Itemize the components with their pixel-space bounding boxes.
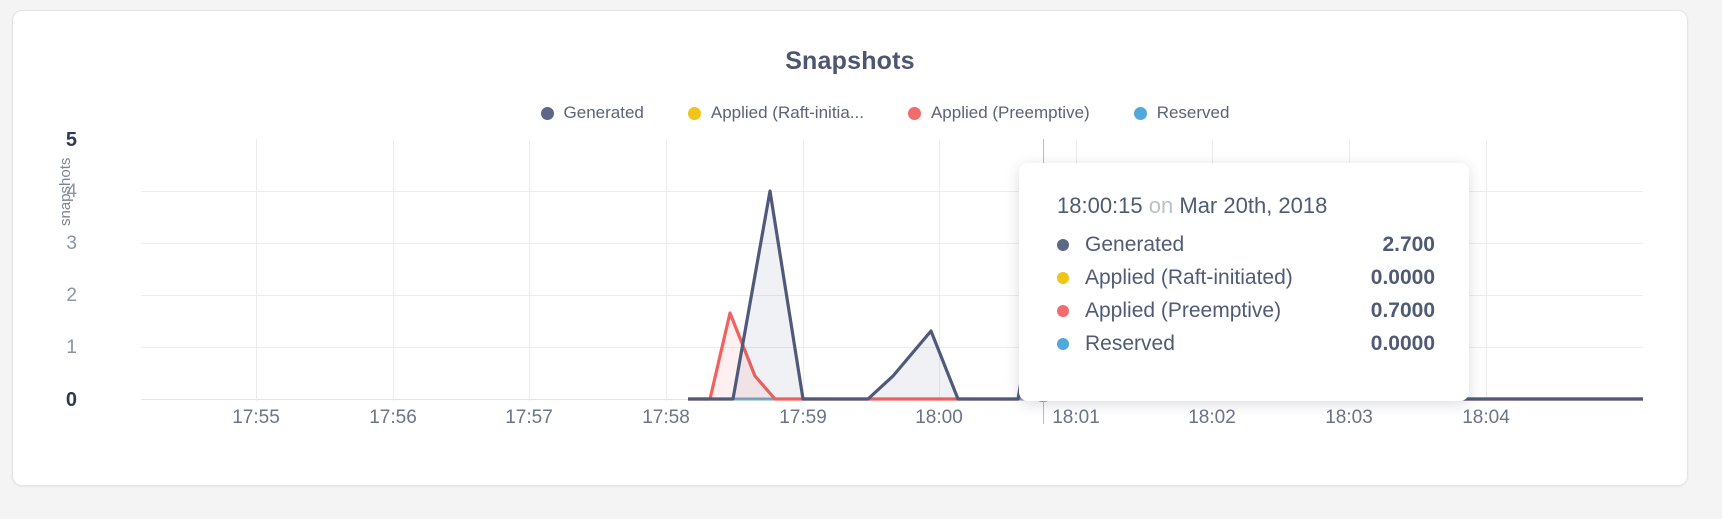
page-title: Snapshots (785, 47, 915, 75)
y-tick-2: 2 (66, 285, 77, 306)
gridline-horizontal (141, 191, 1643, 192)
legend-item-generated[interactable]: Generated (540, 103, 644, 123)
x-tick-1759: 17:59 (779, 407, 827, 428)
x-tick-1756: 17:56 (369, 407, 417, 428)
y-tick-0: 0 (65, 389, 77, 411)
tooltip-on-word: on (1148, 193, 1174, 218)
legend-item-reserved[interactable]: Reserved (1133, 103, 1230, 123)
tooltip-date: Mar 20th, 2018 (1179, 193, 1328, 218)
tooltip-row-label: Reserved (1085, 332, 1175, 355)
tooltip-row-value: 0.0000 (1370, 332, 1435, 355)
legend-label: Applied (Preemptive) (930, 103, 1090, 122)
legend-item-applied-preemptive[interactable]: Applied (Preemptive) (907, 103, 1090, 123)
legend-dot-icon (907, 106, 921, 120)
x-tick-1758: 17:58 (642, 407, 690, 428)
gridline-vertical (666, 139, 667, 401)
chart-tooltip: 18:00:15 on Mar 20th, 2018 Generated 2.7… (1019, 163, 1469, 401)
gridline-vertical (939, 139, 940, 401)
tooltip-row-value: 2.700 (1382, 233, 1435, 256)
y-tick-1: 1 (66, 337, 77, 358)
gridline-horizontal (141, 243, 1643, 244)
gridline-vertical (529, 139, 530, 401)
x-tick-1800: 18:00 (915, 407, 963, 428)
y-tick-3: 3 (66, 233, 77, 254)
gridline-horizontal (141, 295, 1643, 296)
x-tick-1802: 18:02 (1188, 407, 1236, 428)
legend-dot-icon (1057, 239, 1069, 251)
legend-label: Generated (563, 103, 644, 122)
legend-dot-icon (687, 106, 701, 120)
gridline-horizontal (141, 347, 1643, 348)
tooltip-row-value: 0.7000 (1370, 299, 1435, 322)
x-tick-1755: 17:55 (232, 407, 280, 428)
gridline-vertical (803, 139, 804, 401)
legend-label: Applied (Raft-initia... (710, 103, 864, 122)
tooltip-row-label: Applied (Raft-initiated) (1085, 266, 1293, 289)
x-tick-1801: 18:01 (1052, 407, 1100, 428)
legend-item-applied-raft[interactable]: Applied (Raft-initia... (687, 103, 864, 123)
tooltip-row-label: Applied (Preemptive) (1085, 299, 1282, 322)
y-tick-4: 4 (66, 181, 77, 202)
tooltip-row-generated: Generated 2.700 (1057, 233, 1435, 257)
tooltip-row-value: 0.0000 (1370, 266, 1435, 289)
chart-legend: Generated Applied (Raft-initia... Applie… (13, 103, 1687, 123)
gridline-vertical (256, 139, 257, 401)
tooltip-header: 18:00:15 on Mar 20th, 2018 (1057, 193, 1435, 219)
x-tick-1803: 18:03 (1325, 407, 1373, 428)
tooltip-row-reserved: Reserved 0.0000 (1057, 332, 1435, 356)
gridline-vertical (1486, 139, 1487, 401)
tooltip-time: 18:00:15 (1057, 193, 1143, 218)
legend-dot-icon (1057, 305, 1069, 317)
snapshots-chart-card: Snapshots Generated Applied (Raft-initia… (12, 10, 1688, 486)
legend-dot-icon (1133, 106, 1147, 120)
y-tick-5: 5 (65, 129, 77, 151)
series-generated-area (688, 191, 1643, 399)
legend-label: Reserved (1156, 103, 1230, 122)
x-tick-1757: 17:57 (505, 407, 553, 428)
legend-dot-icon (1057, 338, 1069, 350)
tooltip-row-label: Generated (1085, 233, 1185, 256)
tooltip-row-applied-preemptive: Applied (Preemptive) 0.7000 (1057, 299, 1435, 323)
legend-dot-icon (1057, 272, 1069, 284)
legend-dot-icon (540, 106, 554, 120)
gridline-vertical (393, 139, 394, 401)
x-tick-1804: 18:04 (1462, 407, 1510, 428)
tooltip-row-applied-raft: Applied (Raft-initiated) 0.0000 (1057, 266, 1435, 290)
